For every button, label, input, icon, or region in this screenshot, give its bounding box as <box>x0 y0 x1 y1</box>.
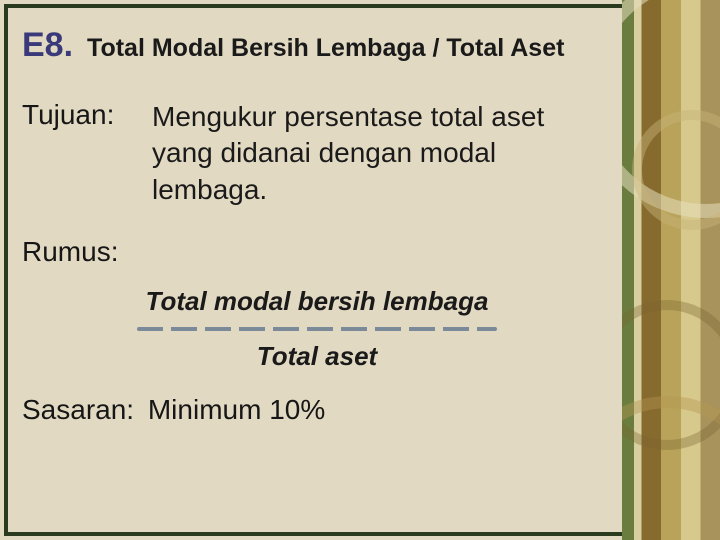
formula-fraction: Total modal bersih lembaga Total aset <box>87 286 547 372</box>
slide-content: E8. Total Modal Bersih Lembaga / Total A… <box>4 4 622 536</box>
decor-ring-icon <box>622 300 720 450</box>
heading-row: E8. Total Modal Bersih Lembaga / Total A… <box>22 26 612 65</box>
presentation-slide: E8. Total Modal Bersih Lembaga / Total A… <box>0 0 720 540</box>
decor-ring-icon <box>632 110 720 230</box>
tujuan-row: Tujuan: Mengukur persentase total aset y… <box>22 99 612 208</box>
slide-number: E8. <box>22 26 73 65</box>
formula-numerator: Total modal bersih lembaga <box>87 286 547 323</box>
slide-title: Total Modal Bersih Lembaga / Total Aset <box>87 34 564 63</box>
rumus-label: Rumus: <box>22 236 612 268</box>
tujuan-text: Mengukur persentase total aset yang dida… <box>152 99 552 208</box>
sasaran-label: Sasaran: <box>22 394 134 425</box>
decorative-sidebar <box>622 0 720 540</box>
sasaran-row: Sasaran: Minimum 10% <box>22 394 612 426</box>
tujuan-label: Tujuan: <box>22 99 152 208</box>
formula-denominator: Total aset <box>87 341 547 372</box>
sasaran-value: Minimum 10% <box>148 394 325 425</box>
fraction-divider <box>137 327 497 331</box>
